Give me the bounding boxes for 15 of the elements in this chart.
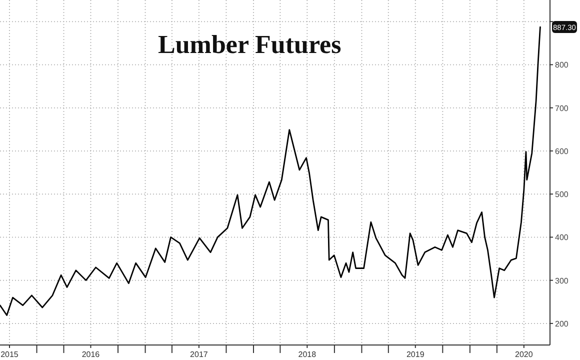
x-tick-label: 2019 bbox=[406, 350, 425, 359]
x-tick-label: 2015 bbox=[0, 350, 19, 359]
y-tick-label: 700 bbox=[555, 104, 569, 113]
x-tick-label: 2018 bbox=[298, 350, 317, 359]
y-tick-label: 200 bbox=[555, 319, 569, 328]
y-tick-label: 400 bbox=[555, 233, 569, 242]
x-tick-label: 2016 bbox=[82, 350, 100, 359]
y-tick-label: 600 bbox=[555, 146, 569, 156]
x-tick-label: 2017 bbox=[190, 350, 208, 359]
text: Lumber Futures bbox=[158, 30, 342, 59]
y-tick-label: 800 bbox=[555, 60, 569, 70]
y-tick-label: 300 bbox=[555, 276, 569, 286]
y-tick-label: 500 bbox=[555, 190, 569, 200]
x-tick-label: 2020 bbox=[515, 350, 534, 359]
line-series bbox=[0, 26, 541, 316]
